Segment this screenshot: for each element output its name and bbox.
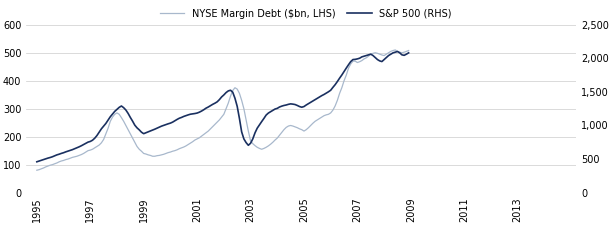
NYSE Margin Debt ($bn, LHS)	[33, 169, 40, 172]
NYSE Margin Debt ($bn, LHS)	[100, 138, 107, 141]
S&P 500 (RHS)	[140, 132, 147, 135]
NYSE Margin Debt ($bn, LHS)	[392, 49, 399, 51]
NYSE Margin Debt ($bn, LHS)	[140, 152, 147, 155]
S&P 500 (RHS)	[405, 52, 412, 54]
S&P 500 (RHS)	[252, 131, 259, 134]
S&P 500 (RHS)	[160, 124, 168, 127]
NYSE Margin Debt ($bn, LHS)	[329, 109, 337, 111]
S&P 500 (RHS)	[329, 86, 337, 89]
NYSE Margin Debt ($bn, LHS)	[245, 130, 252, 133]
S&P 500 (RHS)	[33, 160, 40, 163]
NYSE Margin Debt ($bn, LHS)	[405, 49, 412, 52]
NYSE Margin Debt ($bn, LHS)	[252, 144, 259, 147]
NYSE Margin Debt ($bn, LHS)	[160, 153, 168, 156]
Line: S&P 500 (RHS): S&P 500 (RHS)	[37, 52, 409, 162]
Legend: NYSE Margin Debt ($bn, LHS), S&P 500 (RHS): NYSE Margin Debt ($bn, LHS), S&P 500 (RH…	[156, 5, 456, 23]
S&P 500 (RHS)	[100, 125, 107, 128]
S&P 500 (RHS)	[394, 50, 401, 53]
Line: NYSE Margin Debt ($bn, LHS): NYSE Margin Debt ($bn, LHS)	[37, 50, 409, 170]
S&P 500 (RHS)	[245, 144, 252, 147]
